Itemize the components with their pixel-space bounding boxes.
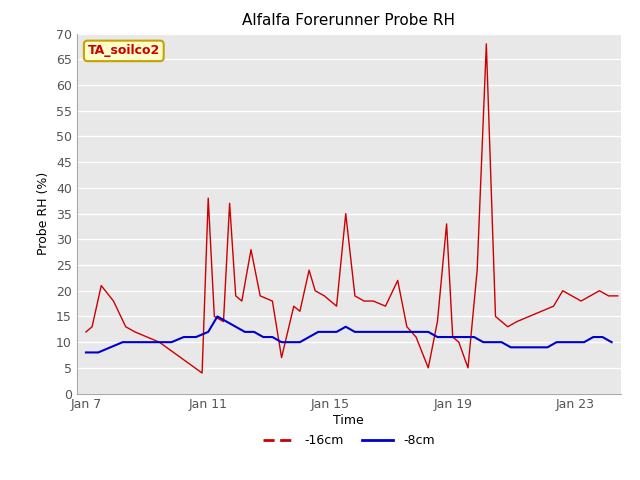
Y-axis label: Probe RH (%): Probe RH (%) [37,172,51,255]
Text: TA_soilco2: TA_soilco2 [88,44,160,58]
X-axis label: Time: Time [333,414,364,427]
Title: Alfalfa Forerunner Probe RH: Alfalfa Forerunner Probe RH [243,13,455,28]
Legend: -16cm, -8cm: -16cm, -8cm [258,429,440,452]
